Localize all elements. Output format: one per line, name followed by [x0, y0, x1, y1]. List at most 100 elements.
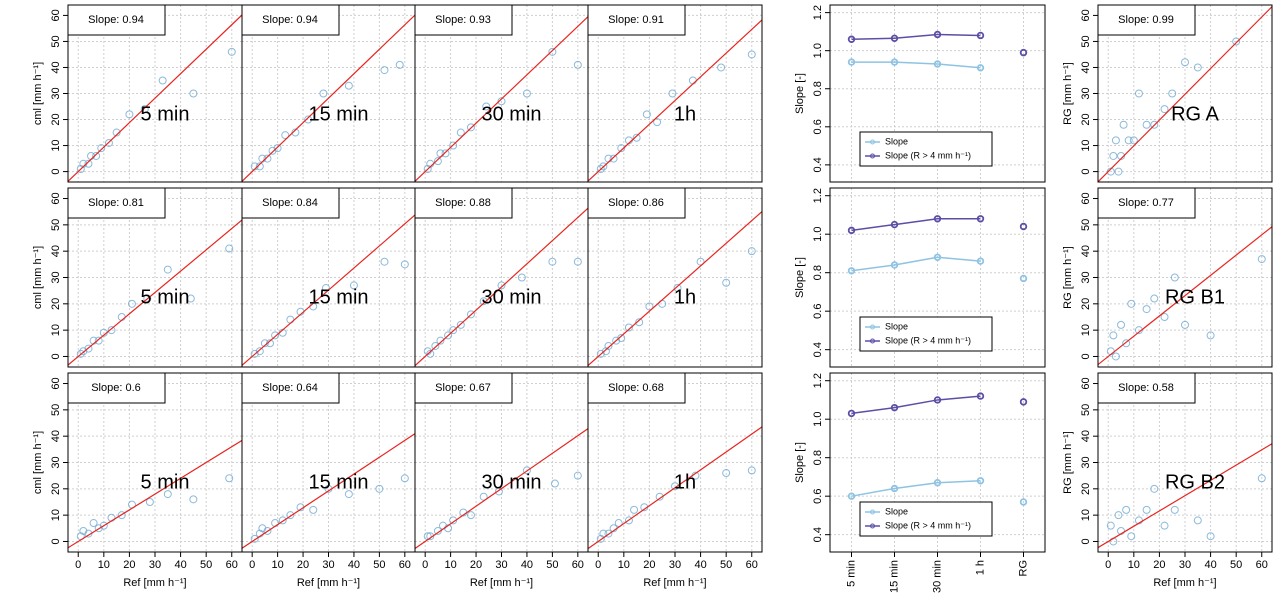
annotation-box	[67, 372, 166, 404]
point	[550, 479, 559, 488]
legend-label: Slope (R > 4 mm h⁻¹)	[885, 150, 971, 160]
point	[617, 144, 626, 153]
y-tick-label: 40	[1080, 245, 1092, 257]
x-tick-label: 15 min	[888, 560, 900, 593]
fit-line	[588, 426, 762, 550]
panel-frame	[1097, 4, 1273, 183]
x-tick-label: 50	[1230, 559, 1242, 571]
x-tick-label: 0	[595, 559, 601, 571]
point	[466, 123, 475, 132]
point	[1150, 484, 1159, 493]
fit-line	[242, 433, 415, 549]
point	[1181, 320, 1189, 329]
y-tick-label: 50	[1080, 219, 1092, 231]
y-tick-label: 60	[1080, 192, 1092, 204]
point	[258, 524, 267, 533]
series-point	[1019, 222, 1028, 231]
point	[84, 344, 93, 353]
x-tick-label: 10	[444, 559, 456, 571]
point	[624, 516, 633, 525]
point	[722, 469, 731, 478]
series-point	[1019, 274, 1028, 283]
point	[436, 336, 445, 345]
x-tick-label: 60	[746, 559, 758, 571]
point	[255, 162, 264, 171]
point	[189, 495, 198, 504]
y-tick-label: 0.6	[812, 489, 824, 504]
panel: 30 min Slope: 0.88	[414, 187, 589, 368]
panel: 0.4 0.6 0.8 1.0 1.2 Slope [-] Slope Slope (R > …	[794, 4, 1046, 183]
panel-label: 15 min	[308, 103, 368, 125]
point	[278, 516, 287, 525]
point	[601, 347, 610, 356]
y-tick-label: 0.4	[812, 157, 824, 172]
point	[632, 133, 641, 142]
y-axis-label: Slope [-]	[794, 442, 806, 483]
point	[250, 534, 259, 543]
series-segment	[894, 61, 938, 65]
x-tick-label: 0	[422, 559, 428, 571]
point	[225, 244, 234, 253]
x-tick-label: 0	[75, 559, 81, 571]
legend-marker	[870, 509, 875, 515]
annotation: Slope: 0.58	[1118, 382, 1174, 394]
panel-frame	[587, 4, 763, 183]
point	[466, 511, 475, 520]
point	[349, 281, 358, 290]
x-tick-label: 50	[720, 559, 732, 571]
point	[1160, 521, 1169, 530]
x-axis-label: Ref [mm h⁻¹]	[123, 577, 186, 589]
x-tick-label: 40	[694, 559, 706, 571]
annotation: Slope: 0.67	[435, 382, 491, 394]
panel-label: 30 min	[481, 103, 541, 125]
point	[344, 81, 353, 90]
point	[522, 466, 531, 475]
y-tick-label: 10	[50, 324, 62, 336]
panel: 0 10 20 30 40 50 60 cml [mm h⁻¹] 0 10 20 30 40 50 60 Re…	[32, 372, 243, 589]
panel: 0 10 20 30 40 50 60 RG [mm h⁻¹] RG A Slope: 0.99	[1062, 4, 1273, 183]
y-tick-label: 40	[1080, 61, 1092, 73]
x-tick-label: 1 h	[974, 560, 986, 575]
y-tick-label: 0.4	[812, 342, 824, 357]
panel-label: 1h	[674, 103, 696, 125]
series-point	[847, 35, 856, 43]
y-tick-label: 20	[50, 483, 62, 495]
x-tick-label: 30	[495, 559, 507, 571]
point	[263, 154, 272, 163]
panel-frame	[829, 372, 1046, 553]
y-tick-label: 0	[1080, 538, 1092, 544]
panel: 1h Slope: 0.86	[587, 187, 763, 368]
point	[271, 331, 280, 340]
point	[449, 516, 458, 525]
y-tick-label: 20	[1080, 483, 1092, 495]
point	[548, 47, 557, 56]
point	[668, 89, 677, 98]
series-point	[847, 267, 856, 275]
series-segment	[851, 487, 895, 497]
fit-line	[68, 219, 242, 366]
point	[1193, 63, 1202, 72]
panel: 0 10 20 30 40 50 60 cml [mm h⁻¹] 5 min Slope: 0.8…	[32, 187, 243, 368]
fit-line	[1098, 443, 1272, 549]
panel-frame	[587, 187, 763, 368]
panel-label: RG B1	[1165, 286, 1225, 308]
point	[99, 521, 108, 530]
x-tick-label: 30	[1179, 559, 1191, 571]
panel: 1h Slope: 0.91	[587, 4, 763, 183]
x-tick-label: 40	[1204, 559, 1216, 571]
annotation-box	[241, 4, 340, 36]
fit-line	[415, 207, 588, 367]
point	[433, 157, 442, 166]
point	[79, 526, 88, 535]
point	[94, 336, 103, 345]
point	[107, 326, 116, 335]
y-tick-label: 0.6	[812, 304, 824, 319]
point	[1193, 516, 1202, 525]
point	[143, 294, 152, 303]
points	[596, 50, 756, 173]
point	[89, 519, 98, 528]
series-point	[976, 392, 985, 400]
panel: 0 10 20 30 40 50 60 Ref [mm h⁻¹] 30 min Slope: 0.…	[414, 372, 589, 589]
point	[1109, 331, 1118, 340]
point	[225, 474, 234, 483]
